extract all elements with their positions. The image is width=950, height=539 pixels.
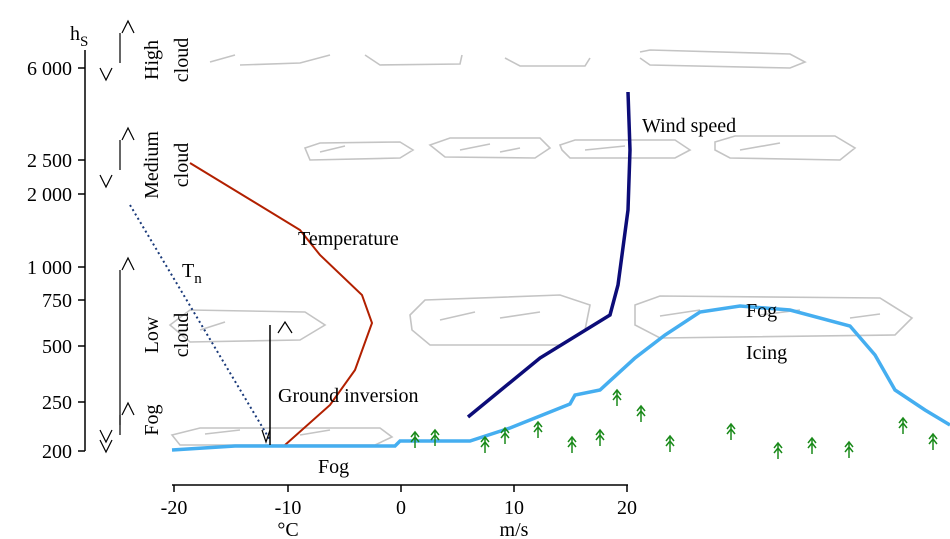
layer-bracket xyxy=(121,256,135,271)
icing-arrow xyxy=(726,422,736,440)
x-unit: °C xyxy=(277,519,298,539)
icing-arrow xyxy=(898,416,908,434)
icing-arrow xyxy=(500,426,510,444)
wind-speed-curve xyxy=(466,91,632,419)
layer-label: cloud xyxy=(171,313,193,357)
fog-label: Fog xyxy=(318,456,349,478)
tn-label: Tn xyxy=(182,260,202,287)
y-axis-label: hS xyxy=(70,23,88,50)
layer-label: cloud xyxy=(171,38,193,82)
x-tick-label: -20 xyxy=(161,497,188,519)
layer-bracket xyxy=(121,19,135,34)
icing-arrow xyxy=(773,441,783,459)
wind-label: Wind speed xyxy=(642,115,736,137)
label-sub: S xyxy=(80,34,88,50)
x-tick-label: 0 xyxy=(396,497,406,519)
icing-arrow xyxy=(636,404,646,422)
y-tick-label: 200 xyxy=(42,441,72,463)
curves xyxy=(129,91,950,452)
layer-bracket xyxy=(121,401,135,416)
y-tick-label: 2 500 xyxy=(27,150,72,172)
y-tick-label: 6 000 xyxy=(27,58,72,80)
icing-arrow xyxy=(928,432,938,450)
icing-arrow xyxy=(567,435,577,453)
icing-arrow xyxy=(533,420,543,438)
icing-label: Icing xyxy=(746,342,787,364)
layer-bracket xyxy=(99,429,113,444)
x-tick-label: 10 xyxy=(504,497,524,519)
x-tick-label: 20 xyxy=(617,497,637,519)
y-tick-label: 750 xyxy=(42,290,72,312)
layer-label: cloud xyxy=(171,143,193,187)
y-tick-label: 250 xyxy=(42,392,72,414)
icing-arrow xyxy=(612,388,622,406)
layer-bracket xyxy=(99,67,113,82)
fog-label: Fog xyxy=(746,300,777,322)
icing-arrow xyxy=(595,428,605,446)
icing-arrow xyxy=(430,428,440,446)
y-tick-label: 500 xyxy=(42,336,72,358)
temperature-label: Temperature xyxy=(298,228,399,250)
icing-arrow xyxy=(844,440,854,458)
clouds xyxy=(168,49,914,446)
axes xyxy=(84,50,628,486)
layer-bracket xyxy=(121,126,135,141)
layer-label: High xyxy=(141,40,163,80)
temperature-curve xyxy=(189,162,374,446)
inversion-label: Ground inversion xyxy=(278,385,419,407)
y-tick-label: 1 000 xyxy=(27,257,72,279)
layer-bracket xyxy=(99,439,113,454)
inversion-caret xyxy=(277,320,293,334)
icing-arrow xyxy=(665,434,675,452)
inversion-caret xyxy=(261,429,271,444)
icing-arrow xyxy=(480,435,490,453)
x-unit: m/s xyxy=(500,519,529,539)
label-main: h xyxy=(70,23,80,45)
labels: hS Wind speed Temperature Tn Ground inve… xyxy=(70,23,787,478)
label-main: T xyxy=(182,260,194,282)
layer-label: Low xyxy=(141,316,163,353)
layer-label: Medium xyxy=(141,131,163,199)
y-tick-label: 2 000 xyxy=(27,184,72,206)
x-tick-label: -10 xyxy=(275,497,302,519)
layer-label: Fog xyxy=(141,404,163,435)
icing-arrow xyxy=(410,430,420,448)
label-sub: n xyxy=(194,271,202,287)
tn-curve xyxy=(129,204,271,441)
icing-arrow xyxy=(807,436,817,454)
layer-bracket xyxy=(99,174,113,189)
